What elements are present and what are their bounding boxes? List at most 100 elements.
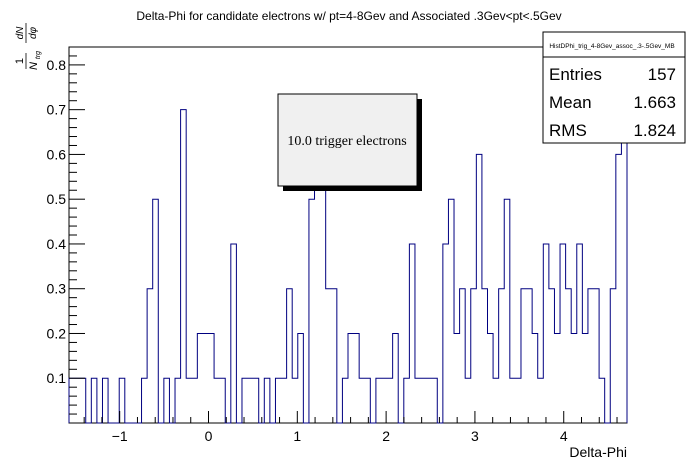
histogram-bin xyxy=(102,378,108,423)
histogram-bin xyxy=(404,378,410,423)
stats-entries-value: 157 xyxy=(648,65,676,84)
histogram-bin xyxy=(549,289,555,423)
y-tick-label: 0.7 xyxy=(47,102,67,118)
histogram-bin xyxy=(543,244,549,423)
annotation-text: 10.0 trigger electrons xyxy=(287,134,406,149)
y-tick-label: 0.2 xyxy=(47,325,67,341)
histogram-bin xyxy=(594,289,600,423)
histogram-bin xyxy=(264,378,270,423)
x-axis: −1 0 1 2 3 4 xyxy=(83,411,618,444)
histogram-bin xyxy=(320,154,326,423)
x-tick-label: 0 xyxy=(205,428,213,444)
histogram-bin xyxy=(153,199,159,423)
histogram-bin xyxy=(354,333,360,423)
x-tick-label: 3 xyxy=(471,428,479,444)
histogram-bin xyxy=(331,289,337,423)
histogram-line xyxy=(68,64,628,424)
histogram-bin xyxy=(181,110,187,423)
histogram-bin xyxy=(488,333,494,423)
x-tick-label: 4 xyxy=(560,428,568,444)
stats-entries-label: Entries xyxy=(549,65,602,84)
histogram-bin xyxy=(387,378,393,423)
y-label-trg: trg xyxy=(35,51,42,59)
histogram-bin xyxy=(287,289,293,423)
histogram-bin xyxy=(214,378,220,423)
histogram-bin xyxy=(510,378,516,423)
histogram-bin xyxy=(164,378,170,423)
histogram-bin xyxy=(515,378,521,423)
histogram-bin xyxy=(359,378,365,423)
x-tick-label: 2 xyxy=(382,428,390,444)
histogram-bin xyxy=(309,199,315,423)
histogram-bin xyxy=(197,333,203,423)
histogram-bin xyxy=(69,378,75,423)
histogram-bin xyxy=(275,378,281,423)
histogram-bin xyxy=(588,289,594,423)
histogram-bin xyxy=(538,378,544,423)
histogram-bin xyxy=(348,333,354,423)
histogram-bin xyxy=(281,378,287,423)
histogram-bin xyxy=(465,378,471,423)
histogram-bin xyxy=(599,378,605,423)
histogram-bin xyxy=(471,289,477,423)
histogram-bin xyxy=(582,333,588,423)
histogram-bin xyxy=(326,289,332,423)
histogram-bin xyxy=(298,333,304,423)
histogram-bin xyxy=(532,333,538,423)
histogram-bin xyxy=(75,378,81,423)
stats-box: HistDPhi_trig_4-8Gev_assoc_.3-.5Gev_MB E… xyxy=(542,31,686,144)
histogram-bin xyxy=(209,333,215,423)
histogram-bin xyxy=(80,378,86,423)
histogram-bin xyxy=(220,378,226,423)
histogram-bin xyxy=(315,154,321,423)
x-axis-label: Delta-Phi xyxy=(569,444,627,460)
histogram-bin xyxy=(504,199,510,423)
histogram-bin xyxy=(409,244,415,423)
y-tick-label: 0.6 xyxy=(47,146,67,162)
histogram-bin xyxy=(521,289,527,423)
y-label-dphi: dφ xyxy=(28,26,39,39)
histogram-bin xyxy=(393,333,399,423)
y-label-N: N xyxy=(28,62,40,70)
stats-rms-value: 1.824 xyxy=(633,121,676,140)
stats-box-name: HistDPhi_trig_4-8Gev_assoc_.3-.5Gev_MB xyxy=(549,43,674,50)
histogram-bin xyxy=(426,378,432,423)
histogram-bin xyxy=(493,378,499,423)
histogram-bin xyxy=(432,378,438,423)
histogram-bin xyxy=(499,289,505,423)
y-tick-label: 0.5 xyxy=(47,191,67,207)
histogram-bin xyxy=(175,378,181,423)
x-tick-label: −1 xyxy=(112,428,128,444)
y-tick-label: 0.4 xyxy=(47,236,67,252)
histogram-bin xyxy=(616,154,622,423)
y-axis-label: 1 N trg dN dφ xyxy=(14,23,42,70)
stats-mean-label: Mean xyxy=(549,93,592,112)
histogram-bin xyxy=(610,289,616,423)
histogram-bin xyxy=(231,244,237,423)
histogram-bin xyxy=(91,378,97,423)
y-label-dN: dN xyxy=(15,26,26,40)
histogram-bin xyxy=(560,244,566,423)
histogram-bin xyxy=(186,378,192,423)
x-tick-label: 1 xyxy=(293,428,301,444)
histogram-bin xyxy=(365,378,371,423)
histogram-bin xyxy=(421,378,427,423)
stats-rms-label: RMS xyxy=(549,121,587,140)
histogram-bin xyxy=(342,378,348,423)
chart-title: Delta-Phi for candidate electrons w/ pt=… xyxy=(136,9,561,23)
histogram-bin xyxy=(376,378,382,423)
y-tick-label: 0.1 xyxy=(47,370,67,386)
histogram-bin xyxy=(566,289,572,423)
histogram-bin xyxy=(192,378,198,423)
histogram-bin xyxy=(248,378,254,423)
y-label-one: 1 xyxy=(14,58,26,64)
histogram-bin xyxy=(443,244,449,423)
histogram-bin xyxy=(147,289,153,423)
y-tick-label: 0.3 xyxy=(47,281,67,297)
y-axis: 0.1 0.2 0.3 0.4 0.5 0.6 0.7 0.8 xyxy=(47,46,85,415)
annotation-box: 10.0 trigger electrons xyxy=(277,93,422,191)
histogram-bin xyxy=(460,289,466,423)
histogram-bin xyxy=(527,289,533,423)
y-tick-label: 0.8 xyxy=(47,57,67,73)
